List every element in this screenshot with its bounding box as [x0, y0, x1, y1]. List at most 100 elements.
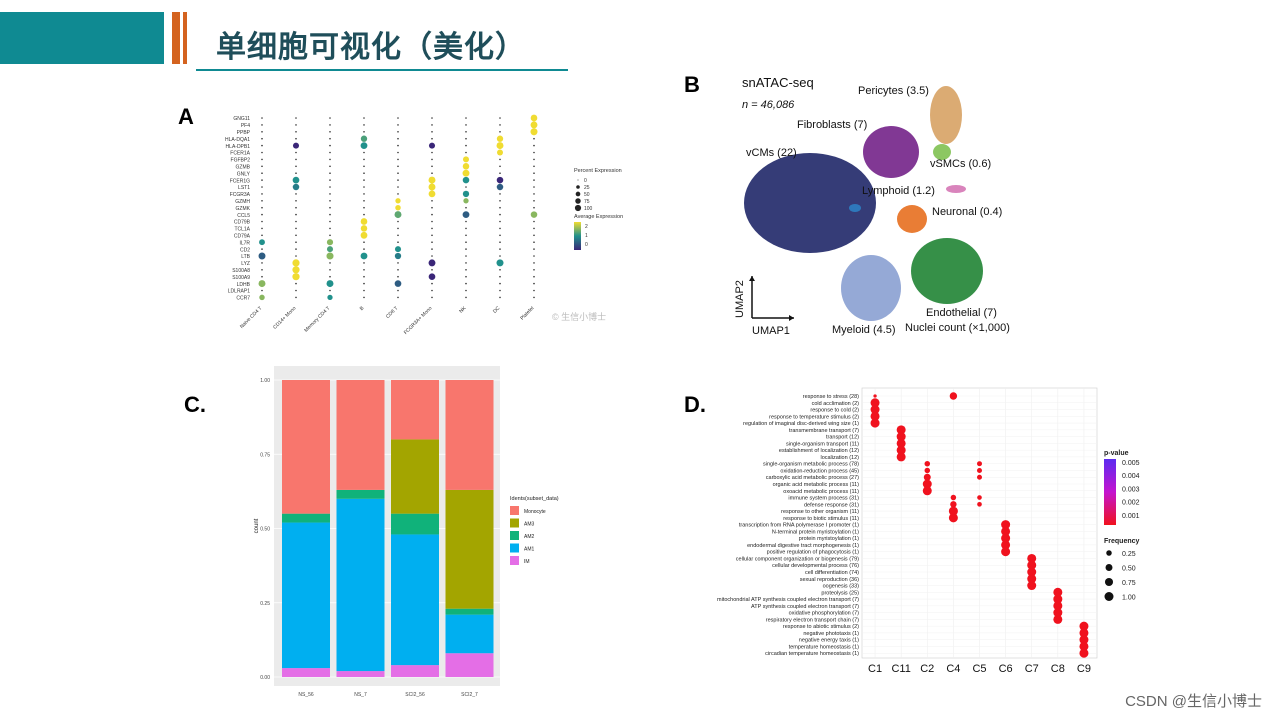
expression-dot [499, 227, 501, 230]
expression-dot [499, 124, 501, 126]
expression-dot [292, 183, 300, 191]
panel-label-d: D. [684, 392, 706, 417]
cluster-label: C2 [920, 663, 934, 675]
umap-xlabel: UMAP1 [752, 325, 790, 337]
term-dot [1053, 587, 1063, 597]
gene-label: CCR7 [236, 296, 250, 302]
expression-dot [496, 135, 504, 142]
expression-dot [295, 172, 297, 174]
stacked-bar-segment [391, 439, 439, 514]
cluster-label: C4 [946, 663, 960, 675]
expression-dot [329, 269, 331, 271]
expression-dot [397, 241, 399, 243]
term-dot [948, 513, 958, 523]
term-label: ATP synthesis coupled electron transport… [751, 604, 859, 610]
expression-dot [329, 262, 331, 264]
expression-dot [533, 241, 535, 243]
stacked-bar-segment [391, 513, 439, 535]
expression-dot [261, 186, 263, 188]
expression-dot [397, 186, 399, 188]
y-axis-label: count [254, 518, 260, 533]
term-dot [922, 479, 932, 489]
gene-label: LTB [241, 254, 250, 260]
umap-subtitle: n = 46,086 [742, 99, 795, 111]
y-tick-label: 0.00 [260, 675, 270, 681]
expression-dot [431, 151, 433, 154]
expression-dot [363, 206, 365, 209]
term-label: immune system process (31) [788, 496, 859, 502]
legend-title: Idents(subset_data) [510, 496, 559, 502]
expression-dot [533, 144, 535, 147]
title-underline [196, 69, 568, 71]
expression-dot [431, 296, 433, 299]
umap-cluster-label: Myeloid (4.5) [832, 324, 896, 336]
expression-dot [530, 128, 538, 136]
gene-label: FCER1A [230, 151, 250, 157]
expression-dot [397, 262, 399, 264]
term-dot [870, 418, 880, 428]
expression-dot [363, 213, 365, 216]
expression-dot [431, 131, 433, 133]
term-dot [870, 411, 880, 421]
expression-dot [465, 275, 467, 278]
term-label: proteolysis (25) [821, 590, 859, 596]
term-dot [896, 425, 906, 435]
x-tick-label: SCI2_56 [405, 692, 425, 698]
term-label: oxidation-reduction process (45) [780, 468, 859, 474]
gene-label: S100A8 [232, 268, 250, 274]
expression-dot [329, 117, 331, 119]
expression-dot [499, 289, 501, 292]
stacked-bar-segment [445, 653, 494, 677]
freq-legend-title: Frequency [1104, 538, 1140, 545]
expression-dot [397, 117, 399, 119]
term-label: transmembrane transport (7) [789, 428, 859, 434]
cluster-label: C1 [868, 663, 882, 675]
gene-label: CD2 [240, 247, 250, 253]
expression-dot [499, 282, 501, 285]
term-dot [870, 398, 880, 408]
expression-dot [363, 179, 365, 181]
expression-dot [363, 248, 365, 250]
stacked-bar-segment [282, 668, 330, 677]
term-label: protein myristoylation (1) [799, 536, 859, 542]
expression-dot [465, 186, 467, 188]
term-label: defense response (31) [804, 502, 859, 508]
term-dot [948, 506, 958, 516]
expression-dot [462, 190, 470, 198]
expression-dot [463, 198, 469, 204]
header-orange-bar-thin [183, 12, 187, 64]
term-dot [922, 486, 932, 496]
gene-label: GZMK [236, 206, 251, 212]
expression-dot [499, 213, 501, 216]
term-label: response to stress (28) [803, 394, 859, 400]
expression-dot [431, 241, 433, 243]
expression-dot [397, 220, 399, 223]
expression-dot [533, 200, 535, 202]
term-label: N-terminal protein myristoylation (1) [772, 529, 859, 535]
expression-dot [533, 262, 535, 264]
expression-dot [295, 137, 297, 140]
expression-dot [533, 193, 535, 195]
term-dot [1001, 520, 1011, 530]
umap-cluster-label: vCMs (22) [746, 147, 797, 159]
freq-legend-dot [1104, 592, 1114, 601]
expression-dot [329, 220, 331, 223]
panel-label-a: A [178, 104, 194, 129]
expression-dot [499, 117, 501, 119]
term-dot [1053, 614, 1063, 624]
umap-y-arrow [749, 276, 755, 281]
expression-dot [462, 156, 470, 163]
expression-dot [533, 289, 535, 292]
expression-dot [363, 165, 365, 168]
expression-dot [499, 248, 501, 250]
expression-dot [259, 294, 265, 301]
expression-dot [499, 241, 501, 243]
expression-dot [292, 266, 300, 274]
stacked-bar-segment [336, 498, 385, 672]
term-dot [949, 392, 958, 400]
expression-dot [329, 172, 331, 174]
expression-dot [462, 176, 470, 184]
expression-dot [329, 206, 331, 209]
umap-cluster [841, 255, 901, 321]
expression-dot [431, 227, 433, 230]
